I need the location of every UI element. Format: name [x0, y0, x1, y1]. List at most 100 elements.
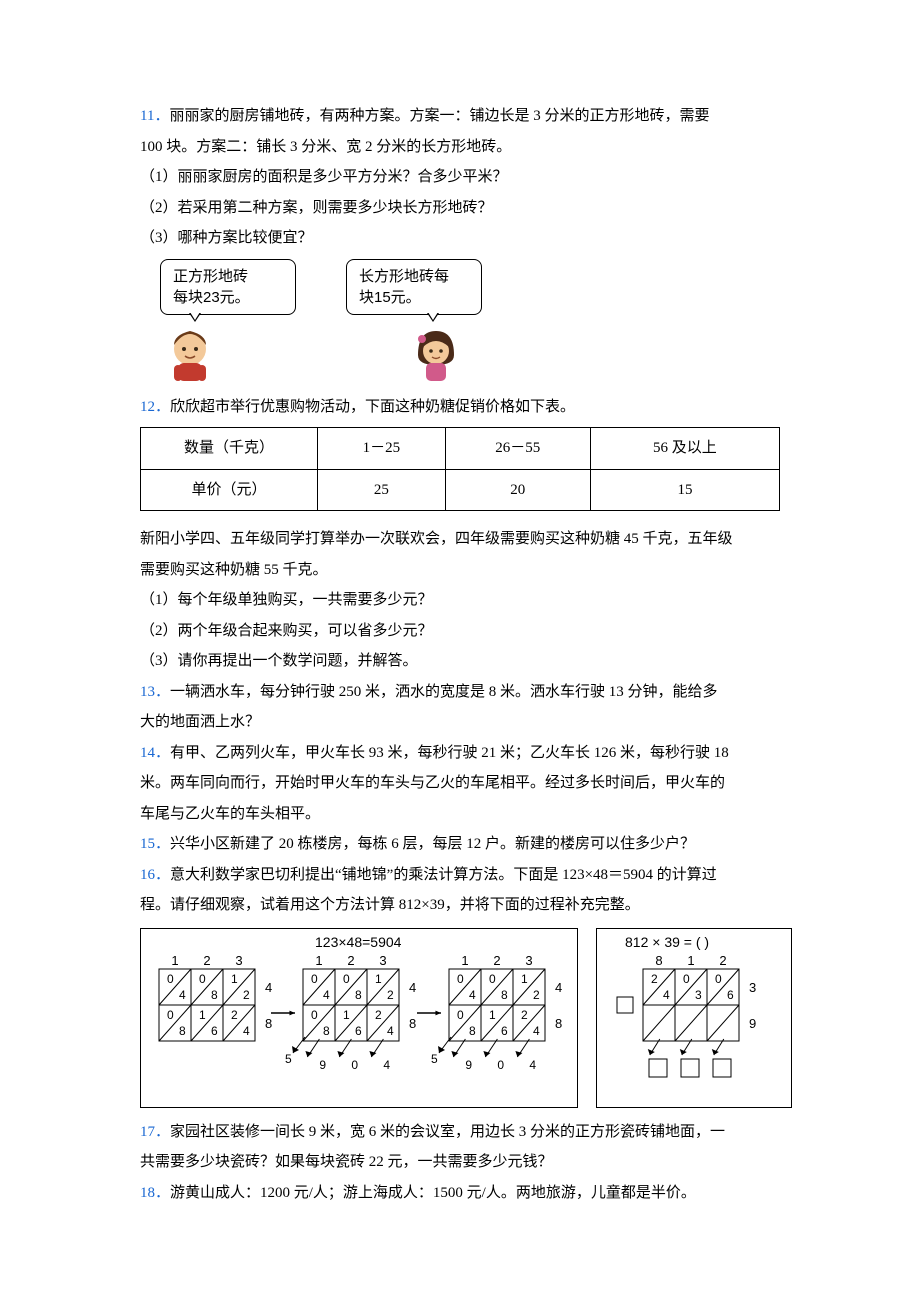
- lattice-left-title: 123×48=5904: [315, 934, 402, 950]
- svg-text:2: 2: [203, 953, 210, 968]
- svg-text:6: 6: [355, 1024, 362, 1038]
- svg-text:5: 5: [431, 1052, 438, 1066]
- cell-qty-label: 数量（千克）: [141, 428, 318, 470]
- svg-text:2: 2: [719, 953, 726, 968]
- q15-text: 兴华小区新建了 20 栋楼房，每栋 6 层，每层 12 户。新建的楼房可以住多少…: [170, 836, 695, 852]
- svg-text:0: 0: [683, 972, 690, 986]
- lattice-left-icon: 123×48=5904 1234804081208162412348040812…: [145, 933, 573, 1103]
- candy-price-table: 数量（千克） 1－25 26－55 56 及以上 单价（元） 25 20 15: [140, 427, 780, 511]
- svg-text:6: 6: [211, 1024, 218, 1038]
- svg-text:3: 3: [525, 953, 532, 968]
- q18-line: 18．游黄山成人：1200 元/人；游上海成人：1500 元/人。两地旅游，儿童…: [140, 1179, 780, 1208]
- cell-range-3: 56 及以上: [590, 428, 779, 470]
- svg-text:9: 9: [749, 1016, 756, 1031]
- lattice-diagrams-row: 123×48=5904 1234804081208162412348040812…: [140, 928, 780, 1108]
- svg-text:4: 4: [409, 980, 416, 995]
- q12-line2a: 新阳小学四、五年级同学打算举办一次联欢会，四年级需要购买这种奶糖 45 千克，五…: [140, 525, 780, 554]
- svg-text:2: 2: [493, 953, 500, 968]
- cell-price-label: 单价（元）: [141, 469, 318, 511]
- svg-text:2: 2: [387, 988, 394, 1002]
- svg-text:2: 2: [243, 988, 250, 1002]
- speech-bubbles-row: 正方形地砖 每块23元。 长方形地砖每 块15: [160, 259, 780, 383]
- cell-price-3: 15: [590, 469, 779, 511]
- svg-text:2: 2: [651, 972, 658, 986]
- svg-text:1: 1: [375, 972, 382, 986]
- svg-text:9: 9: [319, 1058, 326, 1072]
- speech-rect: 长方形地砖每 块15元。: [346, 259, 482, 315]
- q13-text1: 一辆洒水车，每分钟行驶 250 米，洒水的宽度是 8 米。洒水车行驶 13 分钟…: [170, 684, 718, 700]
- svg-text:1: 1: [489, 1008, 496, 1022]
- svg-text:8: 8: [555, 1016, 562, 1031]
- q14-line1: 14．有甲、乙两列火车，甲火车长 93 米，每秒行驶 21 米；乙火车长 126…: [140, 739, 780, 768]
- svg-text:9: 9: [465, 1058, 472, 1072]
- svg-text:0: 0: [457, 972, 464, 986]
- svg-text:1: 1: [171, 953, 178, 968]
- q12-text1: 欣欣超市举行优惠购物活动，下面这种奶糖促销价格如下表。: [170, 399, 575, 415]
- svg-text:8: 8: [469, 1024, 476, 1038]
- lattice-right-icon: 812 × 39 = ( ) 81239240306: [601, 933, 787, 1103]
- svg-text:0: 0: [715, 972, 722, 986]
- avatar-girl-icon: [406, 325, 482, 383]
- q14-line2: 米。两车同向而行，开始时甲火车的车头与乙火的车尾相平。经过多长时间后，甲火车的: [140, 769, 780, 798]
- svg-text:4: 4: [387, 1024, 394, 1038]
- q18-number: 18．: [140, 1185, 170, 1201]
- cell-price-1: 25: [318, 469, 446, 511]
- svg-text:6: 6: [727, 988, 734, 1002]
- svg-text:4: 4: [533, 1024, 540, 1038]
- svg-text:0: 0: [311, 1008, 318, 1022]
- cell-price-2: 20: [445, 469, 590, 511]
- svg-text:0: 0: [167, 1008, 174, 1022]
- svg-text:0: 0: [311, 972, 318, 986]
- q14-text1: 有甲、乙两列火车，甲火车长 93 米，每秒行驶 21 米；乙火车长 126 米，…: [170, 745, 729, 761]
- svg-text:4: 4: [179, 988, 186, 1002]
- q16-line2: 程。请仔细观察，试着用这个方法计算 812×39，并将下面的过程补充完整。: [140, 891, 780, 920]
- q12-part3: （3）请你再提出一个数学问题，并解答。: [140, 647, 780, 676]
- q12-number: 12．: [140, 399, 170, 415]
- svg-text:3: 3: [235, 953, 242, 968]
- q11-text1: 丽丽家的厨房铺地砖，有两种方案。方案一：铺边长是 3 分米的正方形地砖，需要: [169, 108, 709, 124]
- lattice-left-box: 123×48=5904 1234804081208162412348040812…: [140, 928, 578, 1108]
- q11-line1: 11．丽丽家的厨房铺地砖，有两种方案。方案一：铺边长是 3 分米的正方形地砖，需…: [140, 102, 780, 131]
- svg-text:1: 1: [315, 953, 322, 968]
- svg-text:3: 3: [695, 988, 702, 1002]
- q15-line: 15．兴华小区新建了 20 栋楼房，每栋 6 层，每层 12 户。新建的楼房可以…: [140, 830, 780, 859]
- q17-line1: 17．家园社区装修一间长 9 米，宽 6 米的会议室，用边长 3 分米的正方形瓷…: [140, 1118, 780, 1147]
- bubble-square-tile: 正方形地砖 每块23元。: [160, 259, 296, 383]
- lattice-right-box: 812 × 39 = ( ) 81239240306: [596, 928, 792, 1108]
- svg-text:8: 8: [655, 953, 662, 968]
- svg-text:4: 4: [243, 1024, 250, 1038]
- svg-text:0: 0: [497, 1058, 504, 1072]
- svg-text:8: 8: [501, 988, 508, 1002]
- svg-text:4: 4: [555, 980, 562, 995]
- q11-line2: 100 块。方案二：铺长 3 分米、宽 2 分米的长方形地砖。: [140, 133, 780, 162]
- svg-text:1: 1: [687, 953, 694, 968]
- q15-number: 15．: [140, 836, 170, 852]
- cell-range-1: 1－25: [318, 428, 446, 470]
- svg-text:4: 4: [529, 1058, 536, 1072]
- q13-line2: 大的地面洒上水？: [140, 708, 780, 737]
- svg-text:8: 8: [409, 1016, 416, 1031]
- svg-text:0: 0: [351, 1058, 358, 1072]
- svg-text:2: 2: [533, 988, 540, 1002]
- table-row: 单价（元） 25 20 15: [141, 469, 780, 511]
- q16-line1: 16．意大利数学家巴切利提出“铺地锦”的乘法计算方法。下面是 123×48＝59…: [140, 861, 780, 890]
- q12-line1: 12．欣欣超市举行优惠购物活动，下面这种奶糖促销价格如下表。: [140, 393, 780, 422]
- q17-text1: 家园社区装修一间长 9 米，宽 6 米的会议室，用边长 3 分米的正方形瓷砖铺地…: [170, 1124, 725, 1140]
- q14-line3: 车尾与乙火车的车头相平。: [140, 800, 780, 829]
- svg-text:0: 0: [489, 972, 496, 986]
- lattice-right-title: 812 × 39 = ( ): [625, 934, 709, 950]
- q14-number: 14．: [140, 745, 170, 761]
- svg-text:8: 8: [265, 1016, 272, 1031]
- svg-text:0: 0: [457, 1008, 464, 1022]
- q13-number: 13．: [140, 684, 170, 700]
- svg-text:0: 0: [199, 972, 206, 986]
- speech-square: 正方形地砖 每块23元。: [160, 259, 296, 315]
- svg-text:1: 1: [521, 972, 528, 986]
- q12-part2: （2）两个年级合起来购买，可以省多少元？: [140, 617, 780, 646]
- q13-line1: 13．一辆洒水车，每分钟行驶 250 米，洒水的宽度是 8 米。洒水车行驶 13…: [140, 678, 780, 707]
- svg-text:4: 4: [383, 1058, 390, 1072]
- speech-square-l2: 每块23元。: [173, 287, 283, 308]
- svg-text:8: 8: [179, 1024, 186, 1038]
- svg-text:8: 8: [211, 988, 218, 1002]
- q17-number: 17．: [140, 1124, 170, 1140]
